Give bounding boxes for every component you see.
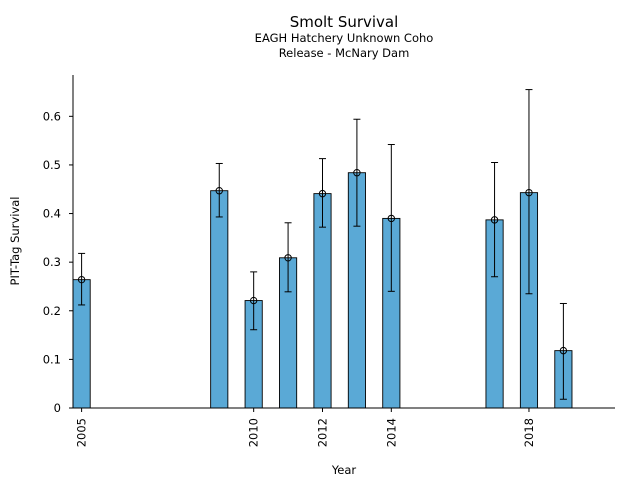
error-bars-group bbox=[77, 89, 568, 400]
y-tick-label: 0 bbox=[54, 401, 61, 415]
y-tick-label: 0.6 bbox=[43, 109, 61, 123]
chart-title: Smolt Survival bbox=[290, 13, 399, 31]
y-ticks-group: 0 0.1 0.2 0.3 0.4 0.5 0.6 bbox=[43, 109, 73, 415]
point-marker-2014 bbox=[387, 214, 396, 223]
y-tick-label: 0.5 bbox=[43, 158, 61, 172]
point-marker-2018 bbox=[525, 188, 533, 197]
bar-2009 bbox=[210, 190, 229, 409]
x-ticks-group: 2005 2010 2012 2014 2018 bbox=[75, 408, 536, 447]
point-marker-2013 bbox=[353, 169, 361, 177]
x-tick-label: 2014 bbox=[384, 418, 398, 447]
x-tick-label: 2018 bbox=[522, 418, 536, 447]
chart-subtitle-line-1: EAGH Hatchery Unknown Coho bbox=[255, 31, 434, 45]
point-marker-2011 bbox=[284, 254, 292, 262]
bars-group bbox=[72, 172, 573, 409]
y-tick-label: 0.3 bbox=[43, 255, 61, 269]
x-tick-label: 2010 bbox=[247, 418, 261, 447]
point-marker-2017 bbox=[490, 216, 499, 224]
point-marker-2009 bbox=[215, 186, 223, 195]
chart-subtitle-line-2: Release - McNary Dam bbox=[279, 46, 410, 60]
x-tick-label: 2012 bbox=[315, 418, 329, 447]
point-marker-2005 bbox=[77, 275, 86, 284]
y-tick-label: 0.2 bbox=[43, 304, 61, 318]
point-marker-2010 bbox=[249, 296, 258, 305]
point-marker-2012 bbox=[318, 189, 327, 198]
x-tick-label: 2005 bbox=[75, 418, 89, 447]
y-tick-label: 0.1 bbox=[43, 352, 61, 366]
point-marker-2019 bbox=[559, 346, 568, 355]
y-tick-label: 0.4 bbox=[43, 207, 61, 221]
y-axis-label: PIT-Tag Survival bbox=[8, 197, 22, 286]
x-axis-label: Year bbox=[331, 463, 357, 477]
